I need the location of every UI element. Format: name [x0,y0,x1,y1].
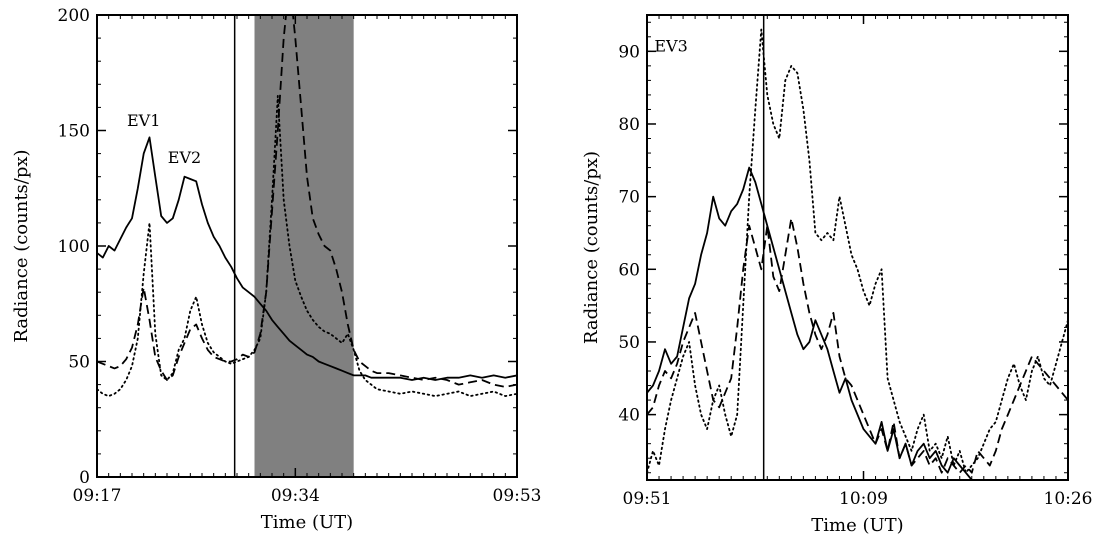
series-line-dashed [97,15,517,388]
y-tick-label: 200 [58,6,90,26]
right-panel: 09:51 10:09 10:26 40 50 60 70 80 90 Time (UT) Radi… [581,14,1093,536]
x-axis-title: Time (UT) [811,515,903,536]
x-tick-label: 09:51 [623,489,672,509]
shaded-interval [254,15,354,477]
y-tick-label: 150 [58,122,90,142]
x-tick-label: 09:53 [493,486,542,506]
y-tick-label: 80 [618,115,640,135]
left-panel: 09:17 09:34 09:53 0 50 100 150 200 Time (UT) Radi… [11,6,542,533]
plot-frame [646,14,1069,481]
y-tick-label: 90 [618,42,640,62]
event-annotation: EV1 [127,111,160,130]
x-tick-label: 10:26 [1044,489,1093,509]
series-line-dotted [97,95,517,397]
event-annotation: EV3 [654,36,687,55]
y-tick-label: 40 [618,406,640,426]
series-line-solid [97,136,517,381]
x-tick-label: 09:34 [271,486,320,506]
y-tick-label: 50 [68,353,90,373]
y-tick-label: 50 [618,333,640,353]
series-line-dotted [647,28,1068,474]
y-tick-label: 70 [618,188,640,208]
x-axis-title: Time (UT) [261,512,353,533]
x-tick-label: 09:17 [73,486,122,506]
y-axis-title: Radiance (counts/px) [581,151,602,344]
x-tick-label: 10:09 [839,489,888,509]
series-line-dashed [647,217,1068,474]
series-line-solid [647,166,973,480]
y-axis-title: Radiance (counts/px) [11,149,32,342]
y-tick-label: 0 [79,468,90,488]
event-annotation: EV2 [168,148,201,167]
y-tick-label: 100 [58,237,90,257]
y-tick-label: 60 [618,260,640,280]
